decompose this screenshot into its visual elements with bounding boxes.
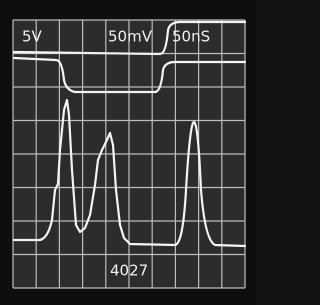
channel2-scale: 50mV <box>108 28 153 46</box>
timebase-scale: 50nS <box>172 28 210 46</box>
channel1-scale: 5V <box>22 28 43 46</box>
oscilloscope-screen: 5V 50mV 50nS 4027 <box>0 0 256 305</box>
caption: 4027 <box>110 262 148 280</box>
